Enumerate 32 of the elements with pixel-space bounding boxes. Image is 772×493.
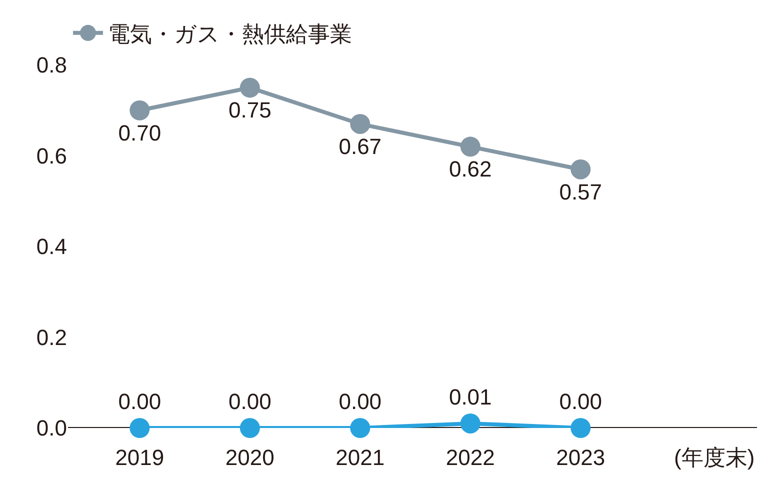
data-label: 0.75: [228, 98, 272, 123]
point: [130, 418, 150, 438]
x-tick-label: 2023: [556, 445, 606, 470]
data-label: 0.67: [338, 134, 382, 159]
x-axis-title: (年度末): [674, 445, 755, 470]
x-tick-label: 2020: [225, 445, 274, 470]
legend-label: 電気・ガス・熱供給事業: [108, 21, 352, 46]
data-label: 0.57: [559, 179, 602, 204]
x-tick-label: 2019: [115, 445, 164, 470]
data-label: 0.00: [118, 389, 162, 414]
data-label: 0.00: [338, 389, 382, 414]
point: [460, 136, 480, 157]
data-label: 0.00: [228, 389, 272, 414]
y-tick-label: 0.4: [36, 234, 67, 260]
point: [460, 413, 480, 434]
point: [350, 418, 370, 438]
y-tick-label: 0.2: [36, 324, 67, 350]
point: [240, 78, 260, 98]
data-label: 0.62: [448, 156, 492, 182]
y-tick-label: 0.8: [36, 52, 67, 78]
point: [570, 418, 591, 438]
data-label: 0.01: [448, 384, 492, 410]
point: [130, 100, 150, 120]
x-tick-label: 2022: [446, 445, 495, 470]
data-label: 0.00: [559, 389, 602, 414]
y-tick-label: 0.0: [36, 416, 67, 441]
point: [240, 418, 260, 438]
data-label: 0.70: [118, 120, 162, 146]
y-tick-label: 0.6: [36, 143, 67, 168]
point: [570, 159, 591, 180]
point: [350, 114, 370, 134]
x-tick-label: 2021: [336, 445, 385, 470]
